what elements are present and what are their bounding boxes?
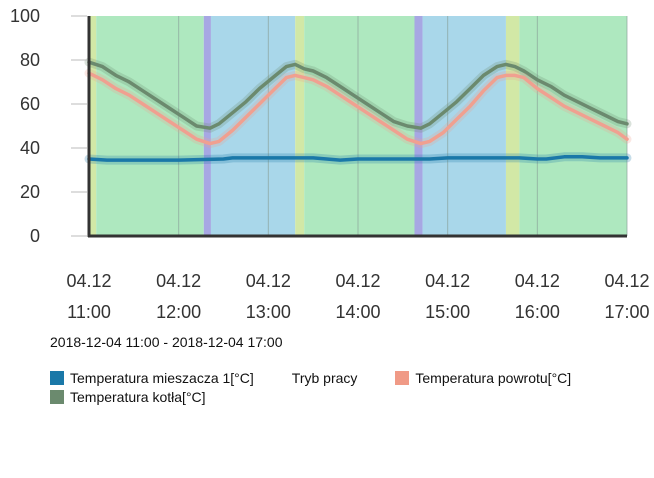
mode-band [210, 16, 296, 236]
legend-item-boiler-temperature[interactable]: Temperatura kotła[°C] [50, 389, 206, 405]
mode-band [295, 16, 305, 236]
x-tick-date: 04.12 [246, 271, 291, 291]
series-lines [84, 57, 632, 165]
legend-label: Temperatura mieszacza 1[°C] [70, 369, 254, 386]
mode-band [89, 16, 97, 236]
x-tick-time: 15:00 [425, 302, 470, 322]
x-tick-time: 11:00 [67, 302, 111, 322]
date-range-label: 2018-12-04 11:00 - 2018-12-04 17:00 [50, 334, 283, 350]
x-tick-time: 13:00 [246, 302, 291, 322]
line-chart: 0 20 40 60 80 100 04.12 11:00 04.12 12:00 04.12 13… [10, 6, 650, 322]
x-tick-time: 12:00 [156, 302, 201, 322]
x-tick-date: 04.12 [425, 271, 470, 291]
y-tick-label: 20 [20, 182, 40, 202]
mode-band [96, 16, 204, 236]
legend-item-mixer-temperature[interactable]: Temperatura mieszacza 1[°C] [50, 370, 254, 386]
legend-label: Tryb pracy [291, 369, 358, 386]
legend-label: Temperatura powrotu[°C] [415, 369, 572, 386]
mode-bands [89, 16, 627, 236]
x-tick-time: 14:00 [335, 302, 380, 322]
axes [87, 16, 627, 238]
legend-swatch [50, 370, 64, 385]
legend-row: Temperatura mieszacza 1[°C] Tryb pracy T… [50, 368, 640, 387]
legend-swatch [395, 370, 410, 385]
mode-band [304, 16, 415, 236]
series-line [87, 60, 629, 130]
x-tick-date: 04.12 [66, 271, 111, 291]
legend-item-operating-mode[interactable]: Tryb pracy [292, 370, 358, 386]
mode-band [422, 16, 506, 236]
x-axis-ticks: 04.12 11:00 04.12 12:00 04.12 13:00 04.12 14:00… [66, 271, 649, 322]
x-tick-time: 17:00 [604, 302, 649, 322]
y-axis-ticks: 0 20 40 60 80 100 [10, 6, 87, 246]
series-line [87, 71, 629, 146]
mode-band [505, 16, 520, 236]
y-tick-label: 60 [20, 94, 40, 114]
legend-label: Temperatura kotła[°C] [70, 388, 206, 405]
series-line [87, 155, 629, 162]
x-tick-date: 04.12 [156, 271, 201, 291]
mode-band [414, 16, 423, 236]
y-tick-label: 40 [20, 138, 40, 158]
legend-row: Temperatura kotła[°C] [50, 387, 640, 406]
y-tick-label: 0 [30, 226, 40, 246]
legend: Temperatura mieszacza 1[°C] Tryb pracy T… [50, 368, 640, 406]
x-tick-time: 16:00 [515, 302, 560, 322]
x-tick-date: 04.12 [515, 271, 560, 291]
legend-swatch [50, 389, 64, 404]
x-tick-date: 04.12 [604, 271, 649, 291]
y-tick-label: 100 [10, 6, 40, 26]
x-tick-date: 04.12 [335, 271, 380, 291]
legend-item-return-temperature[interactable]: Temperatura powrotu[°C] [395, 370, 571, 386]
y-tick-label: 80 [20, 50, 40, 70]
